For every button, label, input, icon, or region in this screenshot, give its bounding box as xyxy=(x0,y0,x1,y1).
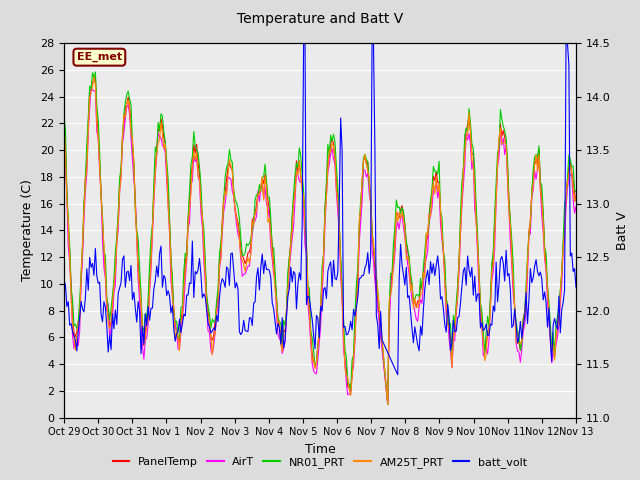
AM25T_PRT xyxy=(231,208,239,214)
NR01_PRT xyxy=(214,286,222,291)
Text: Temperature and Batt V: Temperature and Batt V xyxy=(237,12,403,26)
AirT xyxy=(384,401,392,407)
NR01_PRT xyxy=(285,254,293,260)
AirT xyxy=(547,338,554,344)
batt_volt xyxy=(547,336,554,342)
batt_volt xyxy=(230,267,237,273)
NR01_PRT xyxy=(547,321,554,327)
batt_volt xyxy=(239,329,246,335)
PanelTemp xyxy=(92,72,99,78)
PanelTemp xyxy=(285,255,293,261)
NR01_PRT xyxy=(572,189,580,195)
batt_volt xyxy=(123,269,131,275)
Text: EE_met: EE_met xyxy=(77,52,122,62)
PanelTemp xyxy=(547,333,554,339)
PanelTemp xyxy=(240,256,248,262)
AirT xyxy=(60,124,68,130)
Legend: PanelTemp, AirT, NR01_PRT, AM25T_PRT, batt_volt: PanelTemp, AirT, NR01_PRT, AM25T_PRT, ba… xyxy=(108,452,532,472)
AM25T_PRT xyxy=(240,262,248,268)
Line: NR01_PRT: NR01_PRT xyxy=(64,72,576,404)
AM25T_PRT xyxy=(124,97,132,103)
AirT xyxy=(124,102,132,108)
batt_volt xyxy=(284,293,292,299)
NR01_PRT xyxy=(124,88,132,94)
AM25T_PRT xyxy=(214,305,222,311)
PanelTemp xyxy=(60,115,68,121)
AirT xyxy=(285,264,293,270)
Line: batt_volt: batt_volt xyxy=(64,43,576,375)
PanelTemp xyxy=(231,206,239,212)
PanelTemp xyxy=(214,294,222,300)
AirT xyxy=(214,301,222,307)
PanelTemp xyxy=(384,401,392,407)
AM25T_PRT xyxy=(90,74,98,80)
NR01_PRT xyxy=(231,197,239,203)
batt_volt xyxy=(394,372,401,378)
AM25T_PRT xyxy=(384,401,392,407)
Line: PanelTemp: PanelTemp xyxy=(64,75,576,404)
PanelTemp xyxy=(124,94,132,100)
PanelTemp xyxy=(572,198,580,204)
AirT xyxy=(572,204,580,210)
Y-axis label: Temperature (C): Temperature (C) xyxy=(22,180,35,281)
batt_volt xyxy=(572,285,580,290)
batt_volt xyxy=(300,40,307,46)
batt_volt xyxy=(212,312,220,318)
NR01_PRT xyxy=(60,114,68,120)
NR01_PRT xyxy=(240,253,248,259)
AM25T_PRT xyxy=(572,195,580,201)
X-axis label: Time: Time xyxy=(305,443,335,456)
AM25T_PRT xyxy=(285,262,293,268)
Line: AirT: AirT xyxy=(64,87,576,404)
AirT xyxy=(231,209,239,215)
AirT xyxy=(240,272,248,277)
AM25T_PRT xyxy=(60,123,68,129)
AirT xyxy=(87,84,95,90)
NR01_PRT xyxy=(92,69,99,75)
AM25T_PRT xyxy=(547,336,554,341)
batt_volt xyxy=(60,278,68,284)
NR01_PRT xyxy=(384,401,392,407)
Line: AM25T_PRT: AM25T_PRT xyxy=(64,77,576,404)
Y-axis label: Batt V: Batt V xyxy=(616,211,629,250)
